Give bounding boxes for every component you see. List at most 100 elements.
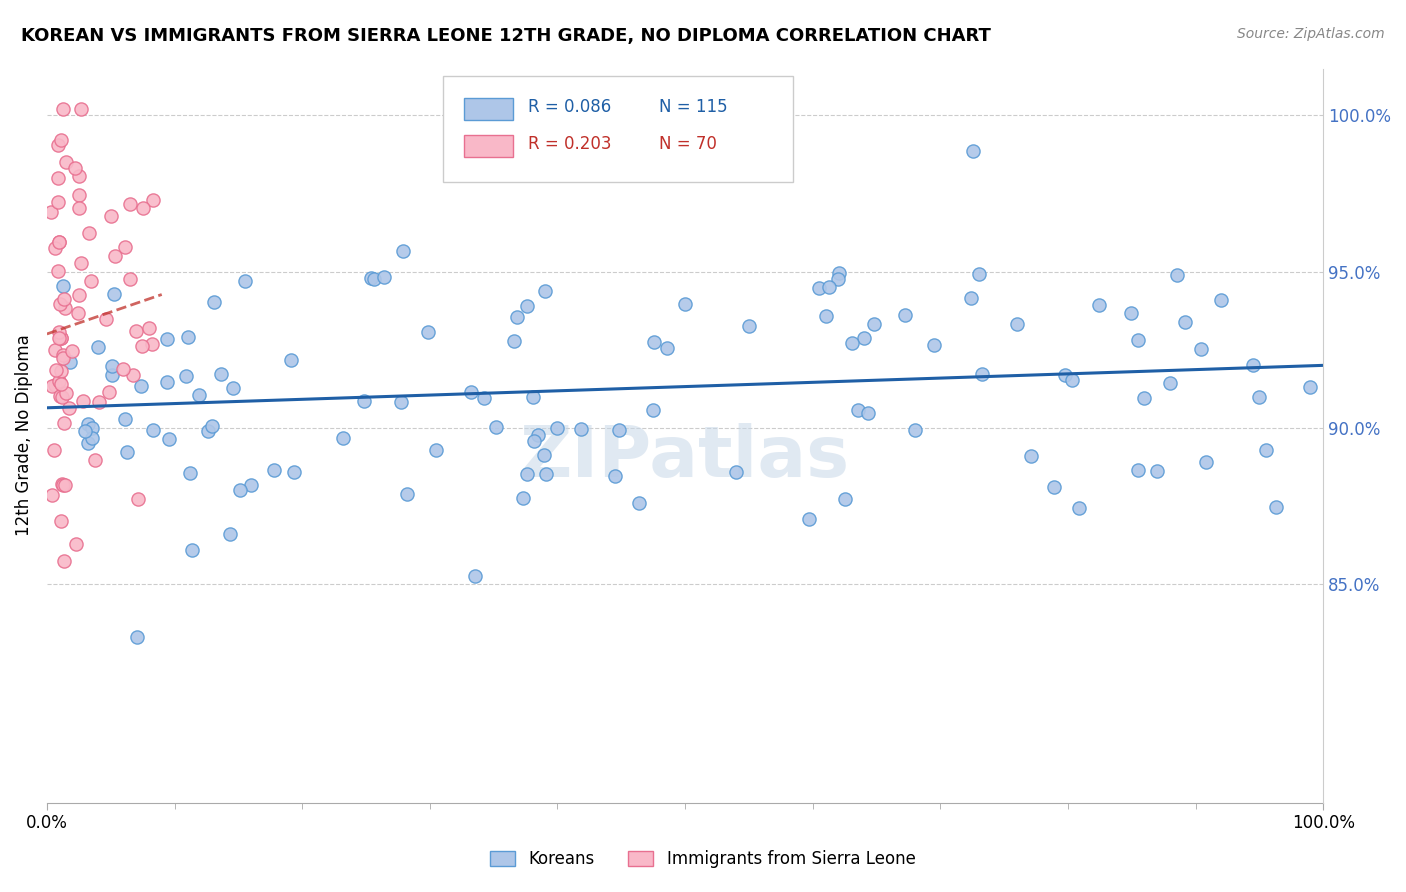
- Point: [970, 368, 993, 382]
- Point: [125, 324, 148, 338]
- Point: [55, 385, 77, 400]
- Point: [67, 169, 90, 184]
- Point: [49, 133, 72, 147]
- Point: [1126, 333, 1149, 347]
- Point: [1241, 358, 1264, 372]
- Point: [188, 387, 211, 401]
- Point: [77, 227, 100, 241]
- Point: [44, 378, 66, 392]
- Point: [76, 417, 98, 432]
- Point: [546, 421, 568, 435]
- Point: [179, 466, 201, 480]
- Point: [263, 463, 285, 477]
- Point: [846, 403, 869, 417]
- Point: [1299, 380, 1322, 394]
- Point: [280, 353, 302, 368]
- Bar: [464, 135, 513, 157]
- Point: [485, 419, 508, 434]
- Point: [392, 244, 415, 258]
- Point: [239, 478, 262, 492]
- Text: N = 115: N = 115: [659, 98, 728, 117]
- Point: [49, 389, 72, 403]
- Point: [627, 496, 650, 510]
- Point: [129, 379, 152, 393]
- Text: N = 70: N = 70: [659, 135, 717, 153]
- Point: [1005, 318, 1028, 332]
- Point: [607, 423, 630, 437]
- Point: [86, 340, 108, 354]
- Point: [45, 362, 67, 376]
- Point: [44, 443, 66, 458]
- Point: [332, 431, 354, 445]
- Point: [60, 343, 83, 358]
- Point: [827, 271, 849, 285]
- Point: [49, 331, 72, 345]
- Point: [673, 296, 696, 310]
- Point: [72, 394, 94, 409]
- Point: [52, 102, 75, 116]
- Point: [114, 412, 136, 426]
- Point: [73, 424, 96, 438]
- Point: [506, 310, 529, 325]
- Point: [512, 491, 534, 506]
- Point: [218, 526, 240, 541]
- Point: [138, 320, 160, 334]
- Point: [76, 436, 98, 450]
- Point: [389, 394, 412, 409]
- Point: [114, 240, 136, 254]
- Point: [82, 421, 104, 435]
- Point: [131, 339, 153, 353]
- Point: [104, 248, 127, 262]
- Point: [48, 235, 70, 250]
- Point: [142, 423, 165, 437]
- Point: [1019, 450, 1042, 464]
- Point: [841, 336, 863, 351]
- Point: [229, 483, 252, 497]
- Point: [1053, 368, 1076, 383]
- Point: [120, 272, 142, 286]
- Point: [174, 369, 197, 384]
- Point: [121, 368, 143, 383]
- Point: [472, 391, 495, 405]
- Point: [1069, 500, 1091, 515]
- Point: [1254, 443, 1277, 458]
- Point: [834, 491, 856, 506]
- Point: [51, 390, 73, 404]
- Point: [156, 375, 179, 389]
- Bar: [464, 98, 513, 120]
- Point: [962, 144, 984, 158]
- Point: [63, 161, 86, 175]
- Point: [52, 554, 75, 568]
- Point: [115, 444, 138, 458]
- Point: [70, 102, 93, 116]
- Point: [46, 137, 69, 152]
- Point: [112, 361, 135, 376]
- Point: [799, 512, 821, 526]
- Point: [738, 318, 761, 333]
- Point: [48, 235, 70, 249]
- Point: [52, 478, 75, 492]
- Text: R = 0.203: R = 0.203: [529, 135, 612, 153]
- Point: [827, 266, 849, 280]
- Point: [53, 292, 76, 306]
- Point: [51, 477, 73, 491]
- Point: [49, 331, 72, 345]
- Point: [80, 274, 103, 288]
- Point: [46, 264, 69, 278]
- Point: [49, 376, 72, 391]
- Point: [103, 286, 125, 301]
- Point: [516, 300, 538, 314]
- Y-axis label: 12th Grade, No Diploma: 12th Grade, No Diploma: [15, 334, 32, 536]
- Point: [49, 514, 72, 528]
- Point: [1146, 464, 1168, 478]
- FancyBboxPatch shape: [443, 76, 793, 182]
- Point: [1249, 390, 1271, 404]
- Point: [1133, 391, 1156, 405]
- Point: [643, 334, 665, 349]
- Point: [52, 351, 75, 365]
- Point: [142, 193, 165, 207]
- Point: [1119, 306, 1142, 320]
- Point: [1042, 480, 1064, 494]
- Point: [41, 379, 63, 393]
- Point: [967, 267, 990, 281]
